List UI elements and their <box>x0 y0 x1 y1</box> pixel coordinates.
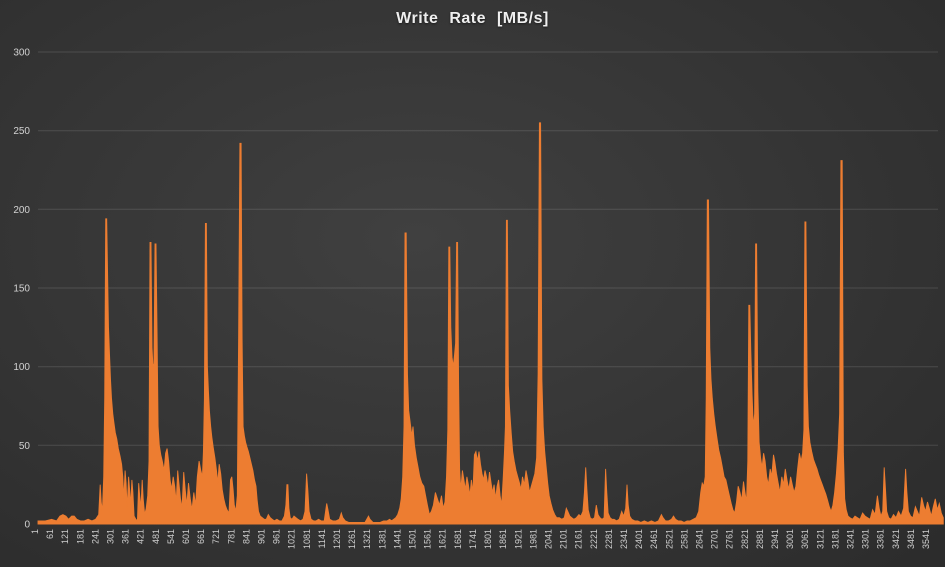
x-tick-label: 1861 <box>498 529 508 549</box>
x-tick-label: 181 <box>75 529 85 544</box>
x-tick-label: 1201 <box>332 529 342 549</box>
x-tick-label: 3001 <box>785 529 795 549</box>
x-tick-label: 3121 <box>815 529 825 549</box>
x-tick-label: 1 <box>30 529 40 534</box>
x-tick-label: 2161 <box>574 529 584 549</box>
x-tick-label: 241 <box>90 529 100 544</box>
x-tick-label: 421 <box>136 529 146 544</box>
x-tick-label: 1921 <box>513 529 523 549</box>
x-tick-label: 2761 <box>725 529 735 549</box>
x-tick-label: 3241 <box>846 529 856 549</box>
x-tick-label: 2101 <box>559 529 569 549</box>
x-tick-label: 1381 <box>377 529 387 549</box>
x-tick-label: 3061 <box>800 529 810 549</box>
chart-title: Write Rate [MB/s] <box>396 10 549 27</box>
x-tick-label: 901 <box>257 529 267 544</box>
x-tick-label: 2521 <box>664 529 674 549</box>
x-tick-label: 1981 <box>528 529 538 549</box>
x-tick-label: 1081 <box>302 529 312 549</box>
x-tick-label: 541 <box>166 529 176 544</box>
x-tick-label: 3301 <box>861 529 871 549</box>
x-tick-label: 1741 <box>468 529 478 549</box>
x-tick-label: 61 <box>45 529 55 539</box>
x-tick-label: 661 <box>196 529 206 544</box>
x-tick-label: 2881 <box>755 529 765 549</box>
x-tick-label: 2581 <box>679 529 689 549</box>
x-tick-label: 961 <box>272 529 282 544</box>
x-tick-label: 1021 <box>287 529 297 549</box>
y-tick-label: 200 <box>13 205 30 216</box>
y-tick-label: 50 <box>19 441 31 452</box>
x-tick-label: 2281 <box>604 529 614 549</box>
x-tick-label: 361 <box>121 529 131 544</box>
x-tick-label: 2341 <box>619 529 629 549</box>
x-tick-label: 1801 <box>483 529 493 549</box>
x-tick-label: 301 <box>106 529 116 544</box>
x-tick-label: 3421 <box>891 529 901 549</box>
x-tick-label: 3481 <box>906 529 916 549</box>
x-tick-label: 2641 <box>695 529 705 549</box>
x-tick-label: 781 <box>226 529 236 544</box>
x-tick-label: 841 <box>241 529 251 544</box>
x-tick-label: 481 <box>151 529 161 544</box>
x-tick-label: 1561 <box>423 529 433 549</box>
x-tick-label: 2821 <box>740 529 750 549</box>
y-tick-label: 300 <box>13 48 30 59</box>
x-tick-label: 1621 <box>438 529 448 549</box>
x-tick-label: 1261 <box>347 529 357 549</box>
x-tick-label: 3181 <box>830 529 840 549</box>
x-tick-label: 601 <box>181 529 191 544</box>
y-tick-label: 250 <box>13 126 30 137</box>
x-tick-label: 2401 <box>634 529 644 549</box>
x-tick-label: 1321 <box>362 529 372 549</box>
x-tick-label: 1141 <box>317 529 327 548</box>
x-tick-label: 1501 <box>408 529 418 549</box>
x-tick-label: 3361 <box>876 529 886 549</box>
x-tick-label: 121 <box>60 529 70 544</box>
x-tick-label: 2221 <box>589 529 599 549</box>
x-tick-label: 2461 <box>649 529 659 549</box>
y-tick-label: 0 <box>24 520 30 531</box>
x-tick-label: 2701 <box>710 529 720 549</box>
x-tick-label: 2041 <box>544 529 554 549</box>
y-tick-label: 100 <box>13 362 30 373</box>
x-tick-label: 2941 <box>770 529 780 549</box>
write-rate-series <box>37 122 944 525</box>
x-tick-label: 3541 <box>921 529 931 549</box>
x-tick-label: 721 <box>211 529 221 544</box>
y-tick-label: 150 <box>13 284 30 295</box>
x-tick-label: 1441 <box>392 529 402 549</box>
x-tick-label: 1681 <box>453 529 463 549</box>
